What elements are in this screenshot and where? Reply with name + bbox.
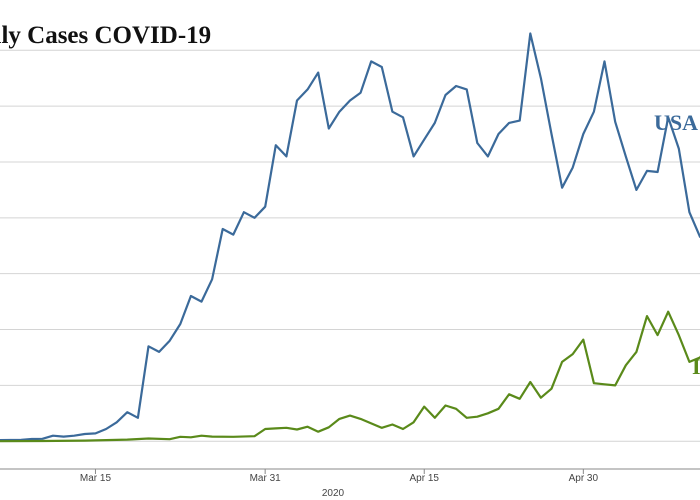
x-tick-label: Mar 31	[250, 473, 282, 484]
chart-title: aily Cases COVID-19	[0, 22, 212, 49]
series-label-usa: USA	[654, 110, 698, 135]
x-tick-label: Apr 15	[410, 473, 440, 484]
y-gridlines	[0, 49, 700, 442]
x-tick-label: Apr 30	[569, 473, 599, 484]
x-axis: Mar 15 Mar 31 Apr 15 Apr 30	[0, 468, 700, 484]
series-lines	[0, 32, 700, 443]
x-tick-label: Mar 15	[80, 473, 112, 484]
series-line-i	[0, 310, 700, 443]
series-line-usa	[0, 32, 700, 442]
series-labels: USA I	[654, 110, 700, 379]
series-label-i: I	[692, 354, 700, 379]
x-axis-year-label: 2020	[322, 488, 345, 499]
